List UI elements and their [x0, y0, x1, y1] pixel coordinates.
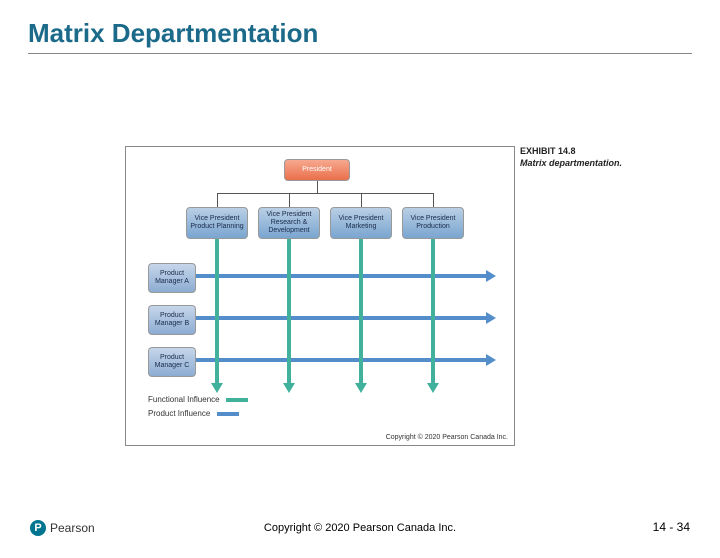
node-pm-1: Product Manager B [148, 305, 196, 335]
product-arrow-tip-2 [486, 354, 496, 366]
functional-arrow-2 [359, 239, 363, 383]
functional-arrow-0 [215, 239, 219, 383]
functional-arrow-tip-1 [283, 383, 295, 393]
connector-line [317, 181, 318, 193]
functional-arrow-tip-3 [427, 383, 439, 393]
legend-product-swatch [217, 412, 239, 416]
page-title: Matrix Departmentation [28, 18, 692, 49]
connector-line [361, 193, 362, 207]
node-vp-2: Vice President Marketing [330, 207, 392, 239]
node-vp-1: Vice President Research & Development [258, 207, 320, 239]
functional-arrow-1 [287, 239, 291, 383]
slide-number: 14 - 34 [653, 520, 690, 534]
connector-line [433, 193, 434, 207]
legend-functional: Functional Influence [148, 395, 248, 404]
functional-arrow-tip-0 [211, 383, 223, 393]
functional-arrow-tip-2 [355, 383, 367, 393]
figure-copyright: Copyright © 2020 Pearson Canada Inc. [386, 434, 508, 441]
product-arrow-tip-0 [486, 270, 496, 282]
product-arrow-1 [196, 316, 486, 320]
node-pm-2: Product Manager C [148, 347, 196, 377]
node-president: President [284, 159, 350, 181]
connector-line [217, 193, 218, 207]
legend-functional-label: Functional Influence [148, 395, 220, 404]
connector-line [217, 193, 433, 194]
product-arrow-0 [196, 274, 486, 278]
matrix-diagram: Functional Influence Product Influence C… [125, 146, 515, 446]
exhibit-caption: EXHIBIT 14.8 Matrix departmentation. [520, 146, 622, 169]
node-vp-0: Vice President Product Planning [186, 207, 248, 239]
product-arrow-tip-1 [486, 312, 496, 324]
legend-product-label: Product Influence [148, 409, 210, 418]
legend-functional-swatch [226, 398, 248, 402]
exhibit-label: Matrix departmentation. [520, 158, 622, 170]
product-arrow-2 [196, 358, 486, 362]
footer-copyright: Copyright © 2020 Pearson Canada Inc. [0, 522, 720, 534]
exhibit-number: EXHIBIT 14.8 [520, 146, 622, 158]
node-vp-3: Vice President Production [402, 207, 464, 239]
legend-product: Product Influence [148, 409, 239, 418]
functional-arrow-3 [431, 239, 435, 383]
node-pm-0: Product Manager A [148, 263, 196, 293]
connector-line [289, 193, 290, 207]
